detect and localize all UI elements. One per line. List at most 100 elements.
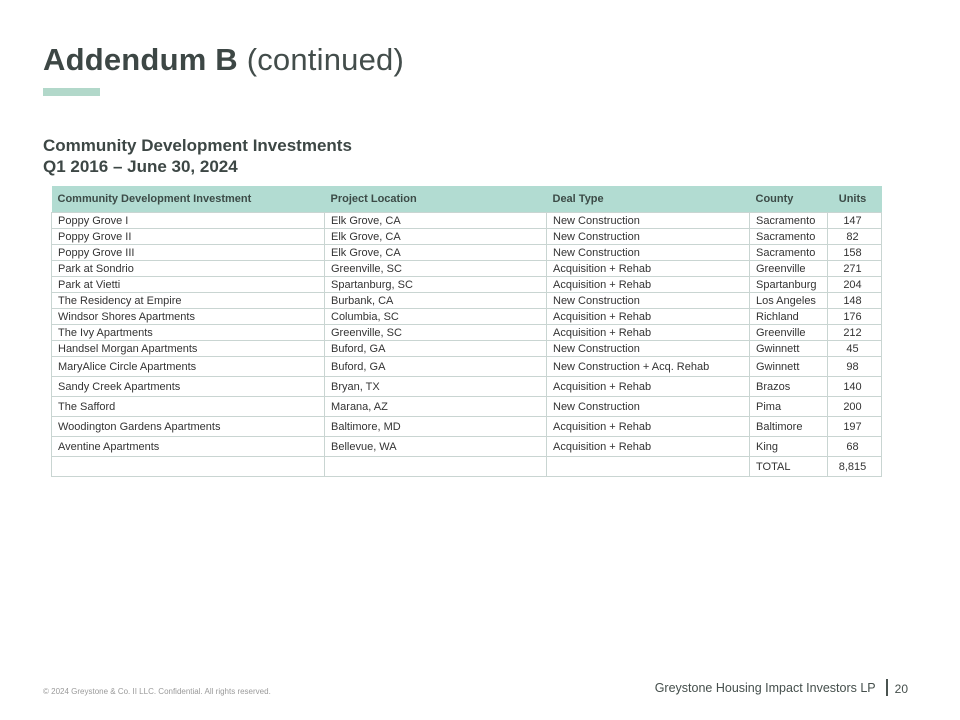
table-row: MaryAlice Circle Apartments Buford, GA New… bbox=[51, 356, 882, 377]
col-header-location: Project Location bbox=[324, 186, 547, 213]
cell-units: 204 bbox=[827, 276, 882, 293]
cell-location: Marana, AZ bbox=[324, 396, 547, 417]
table-total-row: TOTAL 8,815 bbox=[51, 456, 882, 477]
table-row: Poppy Grove III Elk Grove, CA New Construc… bbox=[51, 244, 882, 261]
table-row: Woodington Gardens Apartments Baltimore, … bbox=[51, 416, 882, 437]
cell-deal-type: New Construction bbox=[546, 228, 750, 245]
total-units: 8,815 bbox=[827, 456, 882, 477]
cell-county: Sacramento bbox=[749, 212, 828, 229]
col-header-deal-type: Deal Type bbox=[546, 186, 750, 213]
cell-investment: Poppy Grove III bbox=[51, 244, 325, 261]
cell-location: Greenville, SC bbox=[324, 324, 547, 341]
cell-county: Brazos bbox=[749, 376, 828, 397]
cell-deal-type: New Construction bbox=[546, 396, 750, 417]
table-header-row: Community Development Investment Project… bbox=[51, 186, 882, 213]
cell-location: Columbia, SC bbox=[324, 308, 547, 325]
cell-location: Bryan, TX bbox=[324, 376, 547, 397]
company-name: Greystone Housing Impact Investors LP bbox=[654, 680, 876, 695]
page-title: Addendum B (continued) bbox=[43, 41, 404, 79]
cell-county: Pima bbox=[749, 396, 828, 417]
investments-table: Community Development Investment Project… bbox=[51, 186, 882, 477]
cell-county: Sacramento bbox=[749, 228, 828, 245]
cell-location: Elk Grove, CA bbox=[324, 244, 547, 261]
copyright-text: © 2024 Greystone & Co. II LLC. Confident… bbox=[43, 687, 271, 696]
cell-investment: Sandy Creek Apartments bbox=[51, 376, 325, 397]
page-title-main: Addendum B bbox=[43, 42, 238, 77]
cell-units: 148 bbox=[827, 292, 882, 309]
cell-units: 176 bbox=[827, 308, 882, 325]
cell-investment: The Ivy Apartments bbox=[51, 324, 325, 341]
cell-deal-type: Acquisition + Rehab bbox=[546, 260, 750, 277]
cell-investment: Park at Sondrio bbox=[51, 260, 325, 277]
table-body: Poppy Grove I Elk Grove, CA New Constructi… bbox=[51, 212, 882, 457]
table-row: Sandy Creek Apartments Bryan, TX Acquisiti… bbox=[51, 376, 882, 397]
table-row: Park at Sondrio Greenville, SC Acquisition… bbox=[51, 260, 882, 277]
footer-brand: Greystone Housing Impact Investors LP 20 bbox=[655, 679, 908, 696]
subtitle-line-1: Community Development Investments bbox=[43, 136, 352, 155]
cell-units: 98 bbox=[827, 356, 882, 377]
section-subtitle: Community Development Investments Q1 201… bbox=[43, 135, 352, 177]
cell-investment: Poppy Grove II bbox=[51, 228, 325, 245]
cell-deal-type: Acquisition + Rehab bbox=[546, 436, 750, 457]
table-row: Windsor Shores Apartments Columbia, SC Acq… bbox=[51, 308, 882, 325]
cell-location: Elk Grove, CA bbox=[324, 228, 547, 245]
footer-separator bbox=[885, 679, 888, 696]
cell-location: Bellevue, WA bbox=[324, 436, 547, 457]
table-row: Poppy Grove I Elk Grove, CA New Constructi… bbox=[51, 212, 882, 229]
cell-location: Buford, GA bbox=[324, 356, 547, 377]
total-empty-cell bbox=[324, 456, 547, 477]
col-header-units: Units bbox=[827, 186, 882, 213]
cell-units: 212 bbox=[827, 324, 882, 341]
total-label: TOTAL bbox=[749, 456, 828, 477]
cell-units: 82 bbox=[827, 228, 882, 245]
table-row: The Safford Marana, AZ New Construction Pim… bbox=[51, 396, 882, 417]
cell-investment: Aventine Apartments bbox=[51, 436, 325, 457]
cell-investment: Park at Vietti bbox=[51, 276, 325, 293]
subtitle-line-2: Q1 2016 – June 30, 2024 bbox=[43, 157, 238, 176]
cell-investment: Handsel Morgan Apartments bbox=[51, 340, 325, 357]
cell-location: Spartanburg, SC bbox=[324, 276, 547, 293]
cell-units: 147 bbox=[827, 212, 882, 229]
cell-county: King bbox=[749, 436, 828, 457]
cell-deal-type: New Construction bbox=[546, 244, 750, 261]
cell-units: 271 bbox=[827, 260, 882, 277]
cell-investment: Woodington Gardens Apartments bbox=[51, 416, 325, 437]
table-row: The Residency at Empire Burbank, CA New Co… bbox=[51, 292, 882, 309]
cell-location: Buford, GA bbox=[324, 340, 547, 357]
cell-deal-type: Acquisition + Rehab bbox=[546, 276, 750, 293]
cell-county: Baltimore bbox=[749, 416, 828, 437]
cell-deal-type: Acquisition + Rehab bbox=[546, 308, 750, 325]
cell-investment: The Safford bbox=[51, 396, 325, 417]
cell-county: Richland bbox=[749, 308, 828, 325]
cell-deal-type: New Construction bbox=[546, 292, 750, 309]
cell-investment: MaryAlice Circle Apartments bbox=[51, 356, 325, 377]
total-empty-cell bbox=[51, 456, 325, 477]
cell-county: Los Angeles bbox=[749, 292, 828, 309]
table-row: Park at Vietti Spartanburg, SC Acquisition… bbox=[51, 276, 882, 293]
cell-deal-type: Acquisition + Rehab bbox=[546, 376, 750, 397]
cell-deal-type: New Construction + Acq. Rehab bbox=[546, 356, 750, 377]
cell-county: Spartanburg bbox=[749, 276, 828, 293]
table-row: Poppy Grove II Elk Grove, CA New Construct… bbox=[51, 228, 882, 245]
cell-location: Greenville, SC bbox=[324, 260, 547, 277]
table-row: The Ivy Apartments Greenville, SC Acquisit… bbox=[51, 324, 882, 341]
cell-investment: Windsor Shores Apartments bbox=[51, 308, 325, 325]
cell-units: 68 bbox=[827, 436, 882, 457]
accent-bar bbox=[43, 88, 100, 96]
cell-units: 158 bbox=[827, 244, 882, 261]
page-number: 20 bbox=[894, 681, 908, 696]
cell-county: Gwinnett bbox=[749, 356, 828, 377]
cell-units: 45 bbox=[827, 340, 882, 357]
cell-county: Gwinnett bbox=[749, 340, 828, 357]
cell-units: 140 bbox=[827, 376, 882, 397]
table-row: Handsel Morgan Apartments Buford, GA New C… bbox=[51, 340, 882, 357]
page-title-suffix: (continued) bbox=[246, 42, 404, 77]
cell-location: Burbank, CA bbox=[324, 292, 547, 309]
cell-deal-type: New Construction bbox=[546, 340, 750, 357]
cell-investment: Poppy Grove I bbox=[51, 212, 325, 229]
cell-investment: The Residency at Empire bbox=[51, 292, 325, 309]
cell-county: Greenville bbox=[749, 324, 828, 341]
total-empty-cell bbox=[546, 456, 750, 477]
cell-location: Baltimore, MD bbox=[324, 416, 547, 437]
